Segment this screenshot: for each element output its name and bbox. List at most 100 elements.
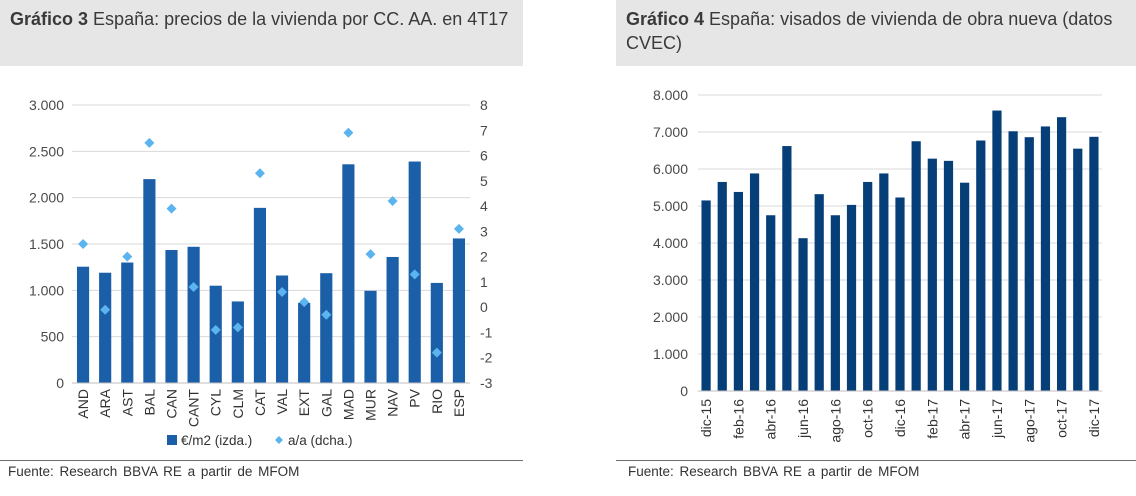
x-tick-label: abr-17 — [957, 399, 973, 440]
marker — [277, 287, 288, 298]
x-tick-label: CAN — [164, 389, 180, 419]
bar — [863, 181, 873, 391]
x-tick-label: ARA — [97, 388, 113, 417]
bar — [430, 282, 443, 383]
source-divider — [0, 460, 523, 461]
y-tick-label: 1.000 — [653, 346, 688, 362]
bar — [1040, 126, 1051, 391]
bar — [76, 266, 90, 383]
bar — [1056, 117, 1067, 391]
x-tick-label: ago-16 — [827, 399, 843, 443]
bar — [895, 197, 905, 391]
x-tick-label: feb-16 — [730, 399, 746, 439]
y-tick-label: 6.000 — [653, 161, 688, 177]
bar — [99, 272, 112, 383]
bar — [1024, 137, 1034, 391]
y2-tick-label: 3 — [480, 223, 488, 239]
x-tick-label: BAL — [141, 389, 157, 416]
bar — [143, 179, 156, 383]
bar — [701, 200, 711, 391]
y2-tick-label: -1 — [480, 324, 493, 340]
marker — [232, 322, 243, 333]
marker — [453, 223, 464, 234]
y2-tick-label: 0 — [480, 299, 488, 315]
x-tick-label: oct-17 — [1054, 399, 1070, 438]
y-tick-label: 0 — [680, 383, 688, 399]
x-tick-label: AST — [119, 389, 135, 417]
x-tick-label: CYL — [208, 389, 224, 416]
bar — [364, 290, 377, 383]
chart-panel-housing-permits: Gráfico 4 España: visados de vivienda de… — [616, 0, 1136, 496]
marker — [188, 281, 199, 292]
bar — [960, 182, 970, 391]
x-tick-label: MUR — [363, 389, 379, 421]
x-tick-label: dic-15 — [698, 399, 714, 437]
bar — [1089, 136, 1099, 391]
bar — [165, 250, 178, 383]
bar — [879, 173, 889, 391]
bar — [121, 262, 134, 383]
y-tick-label: 3.000 — [29, 97, 64, 113]
y-tick-label: 2.000 — [653, 309, 688, 325]
marker — [100, 304, 111, 315]
marker — [365, 249, 376, 260]
bar — [231, 301, 244, 383]
marker — [321, 309, 332, 320]
bar — [298, 302, 311, 383]
bar — [798, 238, 808, 391]
marker — [299, 297, 310, 308]
bar — [943, 160, 954, 391]
x-tick-label: RIO — [429, 389, 445, 414]
bar — [733, 191, 744, 391]
marker — [254, 168, 265, 179]
housing-prices-chart: 0 500 1.000 1.500 2.000 2.500 3.000 -3 -2 -1 0 1 2 3 4… — [29, 97, 493, 448]
marker — [122, 251, 133, 262]
x-tick-label: CLM — [230, 389, 246, 419]
bar — [846, 204, 857, 391]
marker — [144, 137, 155, 148]
x-tick-label: NAV — [385, 388, 401, 416]
bar — [1073, 148, 1083, 391]
x-tick-label: EXT — [296, 389, 312, 417]
bar — [717, 181, 727, 391]
chart-source: Fuente: Research BBVA RE a partir de MFO… — [8, 464, 300, 479]
bar — [927, 158, 937, 391]
x-tick-label: ESP — [451, 389, 467, 417]
y-tick-label: 0 — [56, 375, 64, 391]
x-tick-label: abr-16 — [763, 399, 779, 440]
y-tick-label: 7.000 — [653, 124, 688, 140]
y-tick-label: 5.000 — [653, 198, 688, 214]
bar — [320, 273, 333, 383]
marker — [166, 203, 177, 214]
marker — [210, 324, 221, 335]
marker — [387, 196, 398, 207]
x-tick-label: jun-17 — [989, 399, 1005, 439]
bar — [342, 164, 355, 383]
marker — [343, 127, 354, 138]
chart-title: Gráfico 3 España: precios de la vivienda… — [0, 0, 523, 66]
legend-swatch-bar — [167, 435, 177, 445]
x-tick-label: VAL — [274, 389, 290, 415]
bar — [253, 207, 267, 383]
bar — [766, 215, 776, 391]
y2-tick-label: -3 — [480, 375, 493, 391]
marker — [409, 269, 420, 280]
chart-title: Gráfico 4 España: visados de vivienda de… — [616, 0, 1136, 66]
x-tick-label: GAL — [318, 389, 334, 417]
bar — [782, 146, 792, 391]
x-tick-label: ago-17 — [1021, 399, 1037, 443]
bar — [976, 140, 986, 391]
bar — [386, 256, 399, 383]
marker — [78, 239, 89, 249]
x-tick-label: PV — [407, 388, 423, 407]
bar — [749, 173, 760, 391]
bar — [830, 215, 840, 391]
x-tick-label: dic-17 — [1086, 399, 1102, 437]
chart-title-text: España: precios de la vivienda por CC. A… — [93, 9, 509, 29]
source-divider — [616, 460, 1136, 461]
y2-tick-label: -2 — [480, 350, 493, 366]
bar — [1008, 131, 1018, 391]
housing-permits-chart: 0 1.000 2.000 3.000 4.000 5.000 6.000 7.000 8.00… — [653, 87, 1102, 443]
x-tick-label: jun-16 — [795, 399, 811, 439]
bar — [911, 141, 921, 391]
